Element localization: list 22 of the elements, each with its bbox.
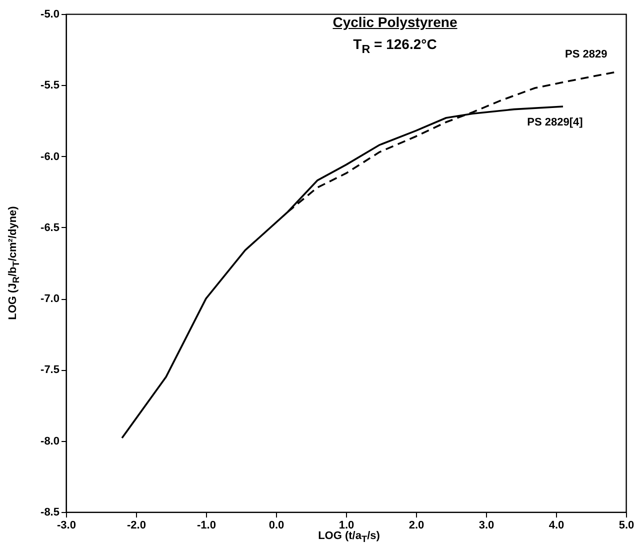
y-tick-label: -5.5 bbox=[40, 80, 60, 92]
text: T$_{R}$ = 126.2°C bbox=[353, 36, 437, 56]
x-tick-label: 4.0 bbox=[548, 520, 564, 532]
x-tick-label: 3.0 bbox=[478, 520, 494, 532]
y-tick-label: -7.0 bbox=[40, 293, 60, 306]
chart-title: Cyclic Polystyrene bbox=[332, 14, 458, 30]
x-tick-label: 0.0 bbox=[268, 520, 284, 532]
series-label: PS 2829 bbox=[565, 48, 608, 60]
x-tick-label: -1.0 bbox=[197, 520, 216, 532]
x-axis-title: LOG (t/a$_{T}$/s) bbox=[318, 530, 380, 544]
y-tick-label: -7.5 bbox=[40, 364, 60, 376]
y-tick-label: -6.5 bbox=[40, 222, 60, 234]
x-tick-label: 1.0 bbox=[338, 520, 354, 532]
y-tick-label: -8.5 bbox=[40, 506, 60, 518]
series-label: PS 2829[4] bbox=[527, 116, 584, 128]
x-tick-label: -2.0 bbox=[127, 520, 146, 532]
x-tick-label: 5.0 bbox=[618, 520, 634, 532]
y-tick-label: -5.0 bbox=[40, 8, 60, 20]
y-tick-label: -8.0 bbox=[40, 435, 60, 448]
x-tick-label: 2.0 bbox=[408, 520, 424, 532]
x-tick-label: -3.0 bbox=[57, 520, 76, 532]
y-tick-label: -6.0 bbox=[40, 150, 60, 163]
